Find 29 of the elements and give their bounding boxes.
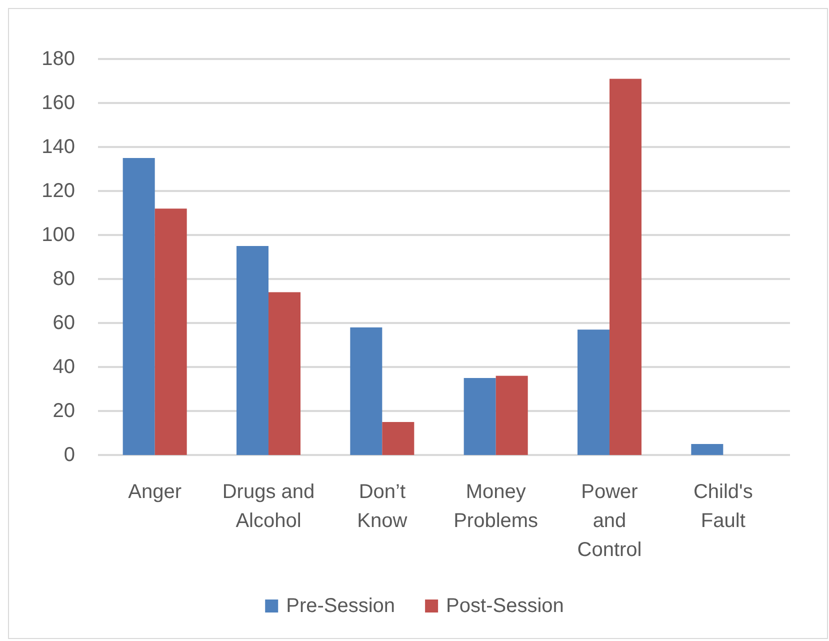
y-tick-label: 140 [42,136,75,158]
y-tick-label: 40 [52,356,75,378]
bar [610,78,642,455]
y-tick-label: 0 [64,444,75,466]
y-tick-label: 20 [52,400,75,422]
bar [382,422,414,455]
x-tick-label: Child's Fault [693,481,753,532]
legend-label: Post-Session [446,595,564,617]
bar [578,330,610,455]
bar [154,208,187,455]
bar [496,376,528,455]
x-tick-label: Drugs and Alcohol [222,481,315,532]
y-tick-label: 160 [42,92,75,114]
x-tick-label: Power and Control [577,481,642,561]
y-tick-label: 80 [52,268,75,290]
y-tick-label: 60 [52,312,75,334]
bar [122,158,155,455]
legend-label: Pre-Session [286,595,396,617]
bar [350,327,382,455]
x-tick-label: Money Problems [454,481,538,532]
y-tick-label: 100 [42,224,75,246]
y-tick-label: 120 [42,180,75,202]
x-tick-label: Anger [128,481,182,503]
bar [236,246,268,455]
bar [691,444,724,455]
x-tick-label: Don’t Know [357,481,408,532]
y-tick-label: 180 [42,48,75,70]
bar [268,292,300,455]
bar [464,378,496,455]
